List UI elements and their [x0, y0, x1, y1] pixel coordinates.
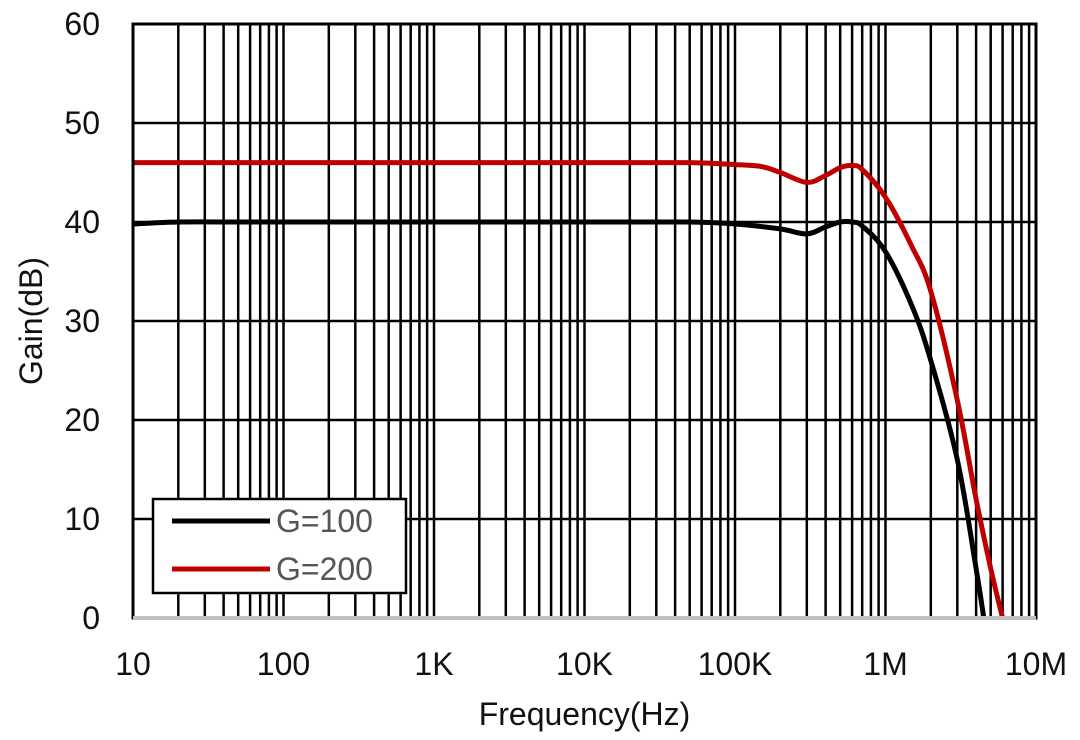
y-tick-label: 10	[64, 501, 100, 537]
y-tick-label: 0	[82, 600, 100, 636]
y-tick-label: 40	[64, 204, 100, 240]
y-tick-label: 50	[64, 105, 100, 141]
x-axis-label: Frequency(Hz)	[479, 696, 691, 732]
x-tick-label: 10M	[1005, 646, 1067, 682]
x-tick-label: 1K	[414, 646, 453, 682]
legend: G=100 G=200	[151, 497, 408, 595]
x-tick-label: 100K	[698, 646, 773, 682]
series-line-1	[132, 218, 987, 619]
y-tick-labels: 0 10 20 30 40 50 60	[64, 6, 100, 636]
series-lines	[132, 159, 1006, 619]
x-tick-label: 10K	[556, 646, 613, 682]
x-tick-label: 1M	[863, 646, 907, 682]
y-tick-label: 60	[64, 6, 100, 42]
legend-label-2: G=200	[276, 551, 373, 587]
legend-box	[151, 497, 408, 595]
legend-label-1: G=100	[276, 503, 373, 539]
y-axis-label: Gain(dB)	[13, 257, 49, 385]
x-tick-label: 100	[257, 646, 310, 682]
y-tick-label: 20	[64, 402, 100, 438]
series-line-2	[133, 159, 1006, 619]
x-tick-label: 10	[115, 646, 151, 682]
x-tick-labels: 10 100 1K 10K 100K 1M 10M	[115, 646, 1067, 682]
y-tick-label: 30	[64, 303, 100, 339]
